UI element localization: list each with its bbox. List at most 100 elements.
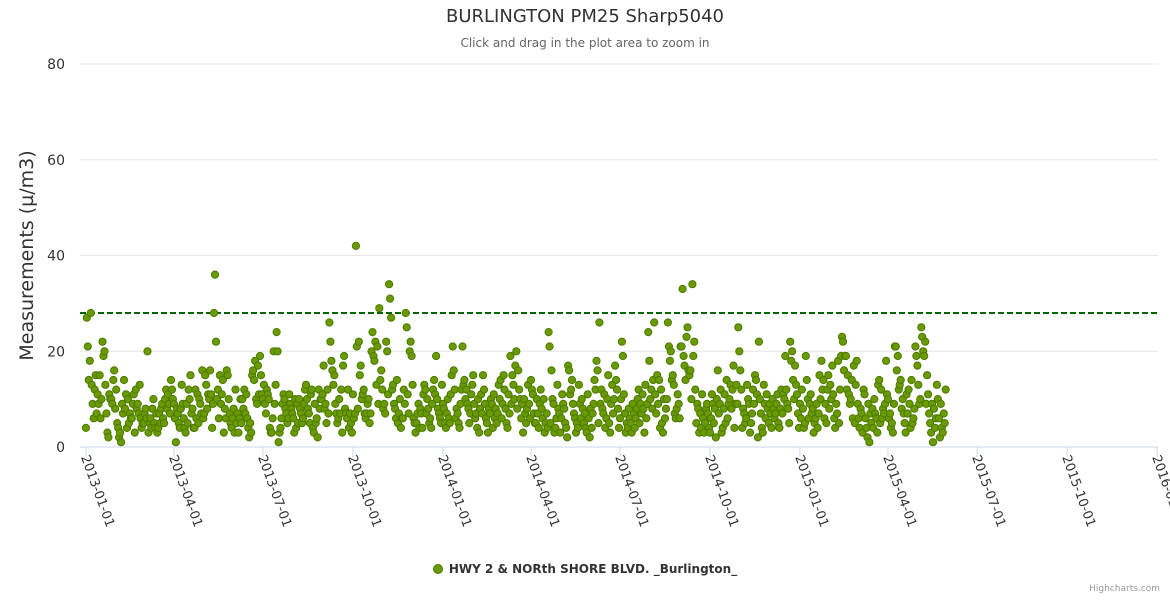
data-point [683,323,692,332]
y-tick-label: 60 [47,153,65,169]
data-point [423,395,432,404]
data-point [376,375,385,385]
data-point [675,414,684,423]
data-point [183,419,192,428]
data-point [524,399,534,408]
data-point [337,385,346,394]
data-point [720,390,729,399]
data-point [276,423,285,432]
data-point [901,428,910,437]
data-point [912,351,921,361]
data-point [650,318,659,327]
data-point [934,414,944,423]
data-point [611,361,620,370]
data-point [891,342,900,351]
data-point [208,423,217,432]
data-point [130,428,139,437]
data-point [285,390,294,399]
legend[interactable]: HWY 2 & NORth SHORE BLVD. _Burlington_ [0,562,1170,576]
data-point [479,385,489,394]
data-point [450,385,459,394]
data-point [253,399,262,408]
data-point [755,395,765,404]
data-point [892,366,901,375]
data-point [747,419,756,428]
data-point [588,409,597,418]
data-point [785,419,794,428]
data-point [289,414,298,423]
data-point [117,438,126,447]
data-point [674,399,683,408]
data-point [120,404,130,413]
data-point [143,347,152,356]
chart-plot[interactable]: 0 20 40 60 80 Measurements (µ/m3) 2013-01-01… [0,0,1170,560]
data-point [354,337,363,346]
data-point [888,428,898,437]
data-point [781,351,790,361]
data-point [661,404,671,413]
data-point [679,351,688,361]
data-point [489,390,498,399]
data-point [673,390,682,399]
data-point [234,428,243,437]
data-point [509,380,518,389]
x-tick-label: 2015-04-01 [879,453,919,529]
data-point [814,409,823,418]
data-point [307,385,316,394]
data-point [421,385,430,394]
data-point [836,385,845,394]
data-point [326,337,335,346]
x-tick-label: 2015-01-01 [791,453,831,529]
data-point [568,399,578,408]
credits-link[interactable]: Highcharts.com [1089,584,1160,594]
data-point [534,423,543,432]
data-point [921,337,930,346]
data-point [690,337,699,346]
data-point [544,328,553,337]
data-point [385,280,394,289]
data-point [665,356,675,365]
data-point [833,409,842,418]
data-point [614,423,624,432]
data-point [171,438,180,447]
data-point [400,399,409,408]
data-point [585,433,594,442]
data-point [322,419,331,428]
data-point [237,419,246,428]
data-point [806,390,815,399]
data-point [655,375,664,385]
data-point [551,423,560,432]
data-point [127,414,136,423]
data-point [594,419,603,428]
data-point [924,390,933,399]
data-point [348,390,357,399]
data-point [272,328,281,337]
data-point [936,399,945,408]
data-point [846,395,855,404]
data-point [396,423,405,432]
data-point [824,371,833,380]
x-tick-label: 2016-01-01 [1148,453,1170,529]
data-point [231,385,240,394]
data-point [791,361,800,370]
data-point [270,399,279,408]
data-point [408,380,417,389]
data-point [751,375,761,385]
data-point [813,423,822,432]
data-point [255,351,265,361]
data-point [483,428,492,437]
legend-label[interactable]: HWY 2 & NORth SHORE BLVD. _Burlington_ [448,562,738,576]
data-point [383,347,392,356]
data-point [542,409,551,418]
x-tick-label: 2015-07-01 [968,453,1008,529]
data-point [242,390,251,399]
data-point [403,390,412,399]
data-point [558,390,567,399]
data-point [365,419,374,428]
data-point [713,366,722,375]
data-point [887,419,897,428]
data-point [851,380,860,389]
data-point [747,409,757,418]
series-points[interactable] [81,241,950,447]
data-point [448,342,457,351]
